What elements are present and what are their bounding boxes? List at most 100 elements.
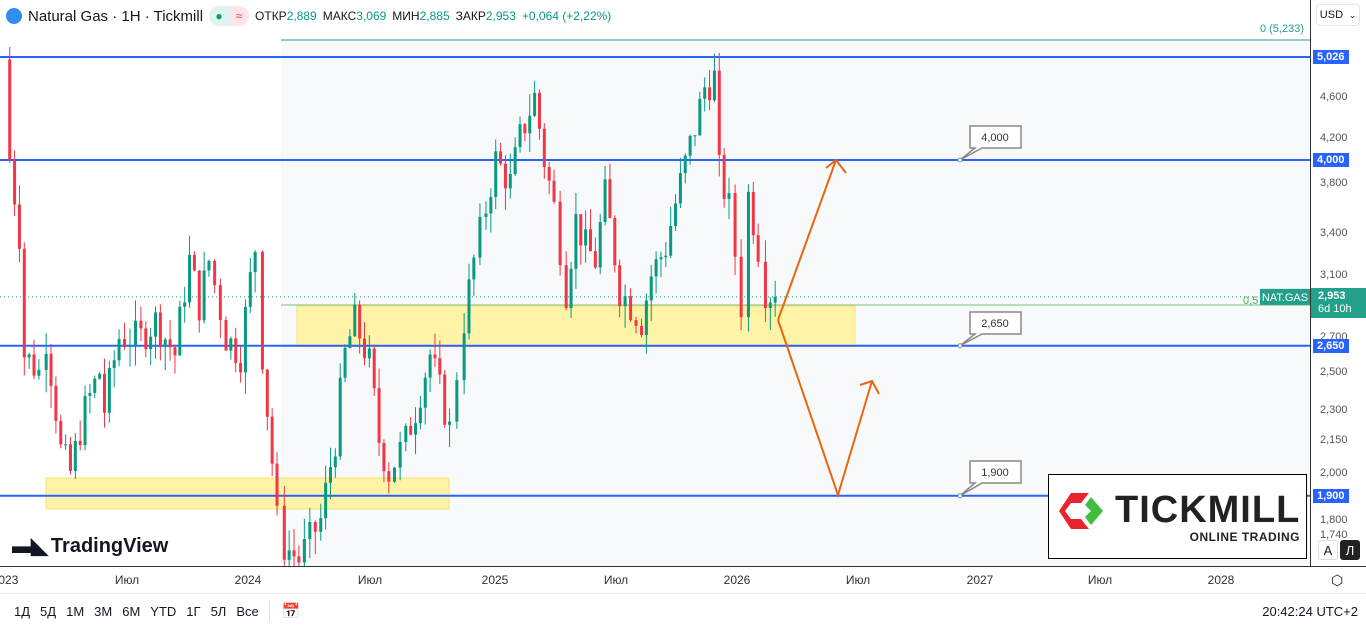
candle (608, 163, 612, 219)
callout-anchor (957, 343, 963, 349)
time-label: 2028 (1207, 573, 1235, 587)
candle (640, 318, 644, 338)
clock[interactable]: 20:42:24 UTC+2 (1262, 604, 1358, 619)
candle-body (503, 163, 507, 189)
log-scale-button[interactable]: Л (1340, 540, 1360, 560)
candle (348, 329, 352, 349)
candle (654, 251, 658, 294)
candle (448, 408, 452, 448)
candle (433, 333, 437, 367)
candle (144, 321, 148, 358)
price-label: 2,150 (1320, 433, 1348, 446)
high-value: 3,069 (356, 9, 387, 23)
candle-body (377, 388, 381, 443)
candle-body (123, 339, 127, 347)
candle (533, 80, 537, 117)
candle-body (608, 179, 612, 219)
candle (178, 300, 182, 356)
symbol-title[interactable]: Natural Gas · 1H · Tickmill (28, 7, 204, 25)
symbol-legend: Natural Gas · 1H · Tickmill ● ≈ ОТКР2,889… (6, 6, 611, 26)
currency-select[interactable]: USD ⌄ (1316, 4, 1360, 26)
range-button[interactable]: 1Г (186, 603, 201, 619)
candle-body (433, 354, 437, 359)
candle (678, 157, 682, 209)
arrow-head-icon (859, 379, 880, 395)
candle (353, 293, 357, 338)
candle-body (367, 348, 371, 359)
candle (528, 94, 532, 152)
candle-body (112, 360, 116, 369)
price-chart[interactable]: 4,000 2,650 1,900 0 (5,233) 0,5 NAT.GAS (0, 0, 1310, 566)
price-label: 2,300 (1320, 403, 1348, 416)
candle-body (569, 268, 573, 309)
support-zone-upper (296, 305, 856, 348)
candle-body (518, 124, 522, 148)
candle (275, 451, 279, 516)
candle-body (448, 421, 452, 425)
range-button[interactable]: YTD (150, 603, 177, 619)
candle (584, 210, 588, 263)
candle-body (467, 279, 471, 334)
candle (68, 436, 72, 475)
candle-body (428, 354, 432, 378)
candle (128, 328, 132, 367)
price-label: 3,800 (1320, 177, 1348, 190)
candle-body (128, 345, 132, 347)
candle (588, 209, 592, 252)
candle (478, 203, 482, 266)
candle-body (634, 320, 638, 326)
candle (593, 237, 597, 269)
candle (282, 485, 286, 566)
time-label: 2025 (481, 573, 509, 587)
candle (751, 181, 755, 244)
market-status[interactable]: ● ≈ (209, 6, 250, 26)
time-axis[interactable]: ⬡ 2023 Июл 2024 Июл 2025 Июл 2026 Июл 2027 Июл 202… (0, 566, 1366, 594)
date-range-icon[interactable]: 📅 (281, 603, 301, 620)
candle-body (484, 213, 488, 217)
range-button[interactable]: 5Д (40, 603, 57, 619)
settings-icon[interactable]: ⬡ (1331, 572, 1344, 588)
candle-body (552, 180, 556, 202)
price-label: 2,000 (1320, 466, 1348, 479)
candle-body (207, 260, 211, 271)
close-value: 2,953 (485, 9, 516, 23)
candle (598, 213, 602, 275)
candle-body (248, 272, 252, 307)
range-button[interactable]: 1М (66, 603, 85, 619)
candle (443, 369, 447, 428)
candle (154, 306, 158, 359)
candle (552, 169, 556, 204)
tickmill-mark-icon (1059, 493, 1103, 529)
candle (319, 503, 323, 541)
time-label: 2027 (966, 573, 994, 587)
candle-body (353, 304, 357, 337)
range-button[interactable]: 6М (122, 603, 141, 619)
candle-body (443, 374, 447, 425)
candle-body (253, 251, 257, 273)
candle-body (722, 154, 726, 199)
candle (569, 261, 573, 318)
candle-body (593, 251, 597, 268)
auto-scale-button[interactable]: A (1318, 540, 1338, 560)
candle (292, 529, 296, 566)
range-button[interactable]: 5Л (210, 603, 227, 619)
range-button[interactable]: 3М (94, 603, 113, 619)
candle-body (523, 124, 527, 134)
bearish-then-bullish-arrow (777, 319, 873, 499)
candle (428, 349, 432, 392)
tradingview-logo[interactable]: ▬◣ TradingView (12, 533, 168, 559)
candle (763, 240, 767, 323)
price-label: 2,500 (1320, 365, 1348, 378)
price-axis[interactable]: 4,600 4,200 3,800 3,400 3,100 2,700 2,500 2,300… (1310, 0, 1366, 566)
candle-body (363, 338, 366, 359)
candle (629, 288, 633, 322)
range-button[interactable]: Все (236, 603, 259, 619)
candle (88, 384, 92, 414)
candle-body (102, 373, 106, 413)
candle (414, 407, 418, 455)
bottom-toolbar: 1Д 5Д 1М 3М 6М YTD 1Г 5Л Все 📅 20:42:24 UTC+2 (0, 594, 1366, 628)
candle-body (338, 377, 342, 457)
range-button[interactable]: 1Д (14, 603, 31, 619)
candle (149, 327, 153, 365)
candle-body (773, 296, 777, 303)
